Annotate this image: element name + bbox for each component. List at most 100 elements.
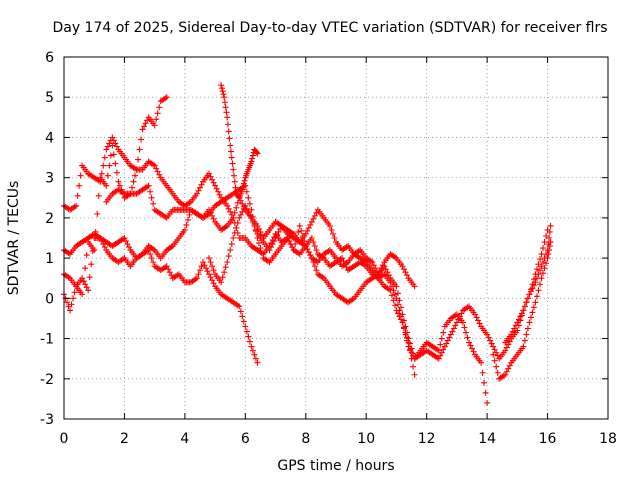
data-point-interp [113, 143, 120, 150]
data-point [435, 347, 442, 354]
data-point-interp [404, 337, 411, 344]
data-point-interp [231, 229, 238, 236]
data-point-interp [142, 120, 149, 127]
data-point-interp [390, 297, 397, 304]
data-point-interp [511, 325, 518, 332]
data-point [254, 359, 261, 366]
data-point-interp [328, 226, 335, 233]
data-point-interp [329, 230, 336, 237]
data-point [453, 319, 460, 326]
data-point [375, 271, 382, 278]
data-point [405, 343, 412, 350]
data-point-interp [227, 148, 234, 155]
x-tick-label: 2 [120, 431, 129, 447]
data-point [484, 399, 491, 406]
series-track-6 [206, 202, 418, 306]
data-point [484, 331, 491, 338]
data-point [230, 235, 237, 241]
data-point-interp [184, 216, 191, 223]
data-point-interp [209, 277, 216, 284]
data-points [61, 82, 554, 406]
data-point-interp [310, 215, 317, 222]
data-point-interp [201, 262, 208, 269]
data-point-interp [506, 362, 513, 369]
data-point-interp [216, 191, 223, 198]
data-point-interp [307, 252, 314, 259]
data-point-interp [222, 264, 229, 271]
data-point-interp [394, 290, 401, 297]
data-point-interp [396, 313, 403, 320]
data-point-interp [234, 219, 241, 226]
data-point-interp [479, 369, 486, 376]
data-point-interp [213, 185, 220, 192]
y-tick-label: 3 [45, 171, 54, 187]
data-point-interp [258, 250, 265, 257]
data-point-interp [165, 266, 172, 273]
data-point-interp [540, 270, 547, 277]
data-point-interp [64, 299, 71, 306]
data-point-interp [503, 344, 510, 351]
data-point-interp [222, 104, 229, 111]
data-point-interp [509, 328, 516, 335]
data-point [151, 122, 158, 129]
data-point [435, 355, 442, 362]
data-point-interp [229, 160, 236, 167]
data-point-interp [438, 335, 445, 342]
data-point-interp [310, 259, 317, 266]
data-point-interp [239, 200, 246, 207]
data-point-interp [209, 263, 216, 270]
data-point-interp [197, 184, 203, 191]
data-point [490, 343, 497, 350]
data-point [339, 255, 346, 262]
data-point-interp [113, 169, 120, 176]
data-point-interp [82, 281, 89, 288]
data-point [109, 142, 116, 149]
data-point-interp [404, 272, 411, 279]
data-point [242, 202, 249, 209]
x-tick-label: 12 [418, 431, 436, 447]
data-point-interp [203, 265, 210, 272]
data-point [221, 94, 228, 101]
data-point [218, 82, 225, 89]
data-point-interp [391, 302, 398, 309]
data-point-interp [515, 316, 522, 323]
data-point-interp [249, 347, 256, 354]
data-point-interp [83, 252, 90, 259]
data-point-interp [251, 351, 258, 358]
data-point [302, 243, 309, 250]
x-tick-label: 16 [539, 431, 557, 447]
data-point [308, 235, 315, 241]
data-point-interp [533, 293, 540, 300]
data-point-interp [95, 192, 102, 199]
data-point [547, 222, 554, 229]
data-point-interp [144, 117, 151, 124]
data-point-interp [83, 284, 90, 291]
data-point-interp [530, 276, 537, 283]
data-point-interp [243, 188, 250, 195]
data-point [248, 343, 255, 350]
data-point-interp [100, 241, 107, 248]
data-point [538, 263, 545, 270]
data-point-interp [541, 265, 548, 272]
data-point-interp [104, 143, 111, 150]
data-point-interp [469, 345, 475, 352]
data-point [532, 279, 539, 286]
data-point-interp [135, 156, 142, 163]
data-point-interp [372, 265, 379, 272]
data-point-interp [521, 303, 528, 310]
data-point-interp [458, 310, 465, 317]
data-point-interp [65, 303, 72, 310]
data-point-interp [298, 227, 305, 234]
series-track-9 [502, 222, 554, 346]
data-point-interp [473, 314, 480, 321]
data-point-interp [210, 215, 217, 222]
data-point-interp [249, 155, 256, 162]
data-point-interp [305, 249, 312, 256]
data-point-interp [307, 221, 314, 228]
data-point-interp [195, 187, 202, 194]
data-point-interp [106, 140, 113, 147]
data-point-interp [147, 188, 154, 195]
data-point-interp [537, 281, 543, 288]
